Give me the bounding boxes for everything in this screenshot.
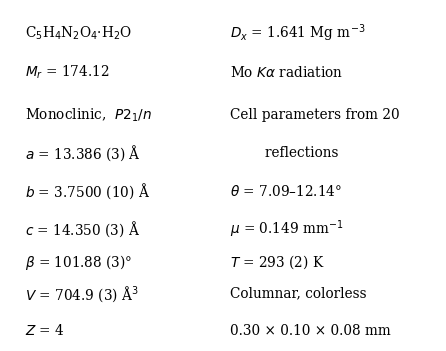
- Text: Monoclinic,  $P2_1/n$: Monoclinic, $P2_1/n$: [25, 106, 152, 124]
- Text: $\mu$ = 0.149 mm$^{-1}$: $\mu$ = 0.149 mm$^{-1}$: [230, 218, 343, 240]
- Text: 0.30 × 0.10 × 0.08 mm: 0.30 × 0.10 × 0.08 mm: [230, 324, 390, 338]
- Text: Columnar, colorless: Columnar, colorless: [230, 287, 366, 301]
- Text: $\beta$ = 101.88 (3)°: $\beta$ = 101.88 (3)°: [25, 253, 132, 272]
- Text: Mo $K\alpha$ radiation: Mo $K\alpha$ radiation: [230, 65, 343, 80]
- Text: $\theta$ = 7.09–12.14°: $\theta$ = 7.09–12.14°: [230, 184, 342, 199]
- Text: C$_5$H$_4$N$_2$O$_4$·H$_2$O: C$_5$H$_4$N$_2$O$_4$·H$_2$O: [25, 25, 132, 42]
- Text: $V$ = 704.9 (3) Å$^3$: $V$ = 704.9 (3) Å$^3$: [25, 284, 138, 304]
- Text: reflections: reflections: [230, 146, 338, 160]
- Text: Cell parameters from 20: Cell parameters from 20: [230, 108, 399, 122]
- Text: $T$ = 293 (2) K: $T$ = 293 (2) K: [230, 254, 324, 271]
- Text: $c$ = 14.350 (3) Å: $c$ = 14.350 (3) Å: [25, 219, 140, 239]
- Text: $Z$ = 4: $Z$ = 4: [25, 323, 64, 338]
- Text: $b$ = 3.7500 (10) Å: $b$ = 3.7500 (10) Å: [25, 181, 149, 201]
- Text: $M_r$ = 174.12: $M_r$ = 174.12: [25, 64, 109, 81]
- Text: $a$ = 13.386 (3) Å: $a$ = 13.386 (3) Å: [25, 144, 140, 163]
- Text: $D_x$ = 1.641 Mg m$^{-3}$: $D_x$ = 1.641 Mg m$^{-3}$: [230, 22, 365, 44]
